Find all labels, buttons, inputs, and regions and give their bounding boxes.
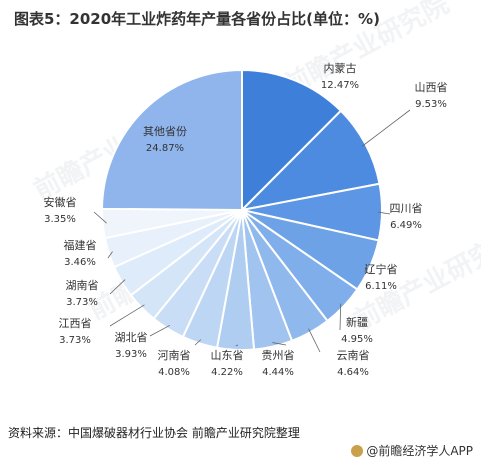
slice-value-label: 4.22%: [211, 367, 243, 378]
leader-line: [194, 339, 202, 346]
slice-name-label: 其他省份: [143, 125, 187, 138]
slice-value-label: 4.08%: [158, 367, 190, 378]
slice-name-label: 湖北省: [115, 331, 148, 344]
slice-value-label: 4.44%: [262, 367, 294, 378]
slice-name-label: 江西省: [59, 317, 92, 330]
slice-value-label: 3.73%: [66, 297, 98, 308]
slice-name-label: 内蒙古: [324, 61, 357, 75]
slice-name-label: 云南省: [337, 349, 370, 362]
slice-value-label: 9.53%: [415, 99, 447, 110]
brand-logo-icon: [351, 445, 364, 457]
leader-line: [308, 328, 321, 353]
leader-line: [93, 211, 107, 224]
brand: @前瞻经济学人APP: [351, 442, 473, 459]
slice-value-label: 24.87%: [146, 143, 184, 154]
chart-title: 图表5：2020年工业炸药年产量各省份占比(单位：%): [14, 10, 380, 28]
slice-name-label: 新疆: [346, 315, 368, 329]
leader-line: [149, 324, 171, 337]
slice-name-label: 福建省: [64, 238, 97, 252]
slice-name-label: 山东省: [211, 349, 244, 362]
slice-name-label: 贵州省: [262, 349, 295, 362]
slice-value-label: 3.73%: [59, 335, 91, 346]
leader-line: [361, 109, 411, 147]
slice-value-label: 3.46%: [64, 257, 96, 268]
leader-line: [339, 303, 342, 331]
slice-name-label: 山西省: [415, 81, 448, 94]
leader-line: [109, 304, 145, 327]
slice-name-label: 安徽省: [44, 195, 77, 209]
slice-name-label: 四川省: [390, 202, 423, 215]
slice-name-label: 河南省: [158, 349, 191, 362]
pie-slices: [100, 68, 383, 351]
leader-line: [235, 344, 239, 347]
slice-name-label: 辽宁省: [365, 262, 398, 276]
pie-chart: 前瞻产业研究院 前瞻产业研究院 前瞻产业研究院 前瞻产业研究院 内蒙古12.47…: [29, 0, 481, 378]
slice-value-label: 4.64%: [337, 367, 369, 378]
leader-lines: [93, 109, 411, 353]
leader-line: [364, 264, 368, 273]
slice-name-label: 湖南省: [66, 279, 99, 292]
leader-line: [109, 279, 126, 295]
pie-slice-山西省: [239, 109, 381, 212]
slice-value-label: 6.11%: [365, 281, 397, 292]
leader-line: [377, 211, 391, 215]
slice-value-label: 3.35%: [44, 214, 76, 225]
leader-line: [272, 342, 287, 346]
slice-labels: 内蒙古 12.47% 山西省 9.53% 四川省 6.49% 辽宁省 6.11% 新疆 4.95%…: [44, 61, 448, 378]
pie-slice-其他省份: [100, 68, 243, 212]
slice-value-label: 6.49%: [390, 220, 422, 231]
leader-line: [107, 251, 113, 259]
slice-value-label: 4.95%: [341, 334, 373, 345]
pie-slice-内蒙古: [241, 68, 343, 213]
slice-value-label: 3.93%: [115, 349, 147, 360]
brand-text: @前瞻经济学人APP: [366, 444, 473, 458]
slice-value-label: 12.47%: [321, 80, 359, 91]
source-note: 资料来源：中国爆破器材行业协会 前瞻产业研究院整理: [8, 426, 300, 440]
